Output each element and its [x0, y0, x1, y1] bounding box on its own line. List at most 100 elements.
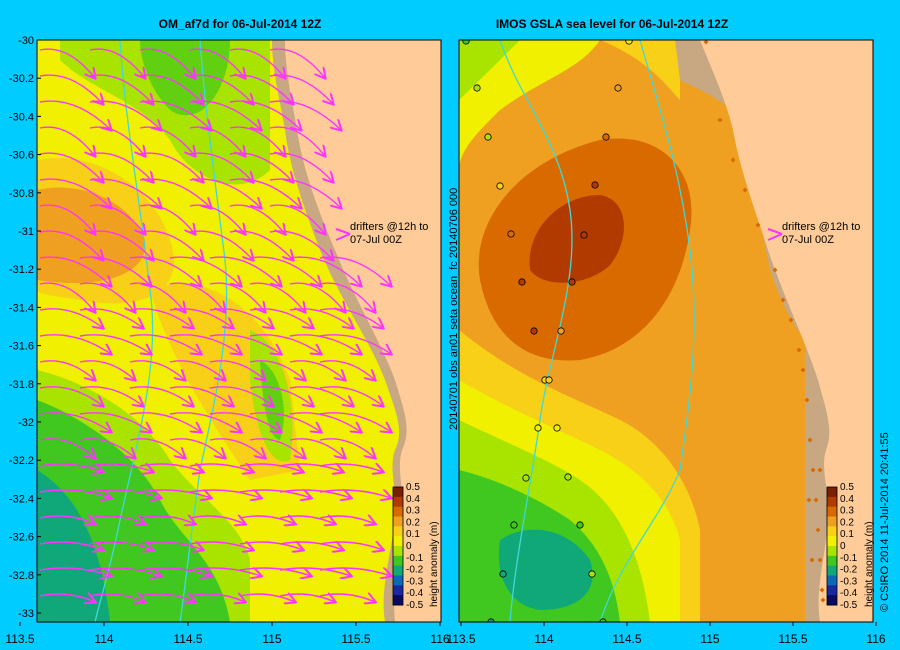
drifter-arrow: [39, 178, 111, 208]
drifter-arrow: [209, 438, 265, 458]
lon-tick-label: 114: [94, 632, 113, 646]
left-colorbar: 0.50.40.30.20.10-0.1-0.2-0.3-0.4-0.5: [392, 482, 424, 611]
drifter-arrow: [289, 308, 353, 328]
drifter-arrow: [39, 360, 95, 380]
colorbar-tick-label: 0.1: [840, 529, 854, 540]
drifter-arrow: [189, 594, 245, 602]
drifter-diamond: [820, 597, 826, 603]
drifter-diamond: [815, 527, 821, 533]
drifter-arrow: [129, 308, 193, 328]
drifter-diamond: [804, 397, 810, 403]
right-drifter-note-line2: 07-Jul 00Z: [782, 234, 834, 246]
drifter-arrow: [169, 438, 225, 458]
colorbar-swatch: [393, 595, 403, 606]
observation-dot: [496, 182, 504, 190]
drifter-diamond: [703, 40, 709, 45]
drifter-arrow: [89, 464, 153, 472]
right-land: [700, 40, 873, 622]
drifter-arrow: [139, 568, 211, 576]
drifter-arrow: [39, 594, 95, 602]
drifter-arrow: [189, 542, 253, 550]
colorbar-swatch: [827, 506, 837, 517]
drifter-diamond: [742, 187, 748, 193]
drifter-arrow: [89, 178, 161, 208]
lon-tick-label: 115.5: [341, 632, 370, 646]
colorbar-swatch: [393, 585, 403, 596]
drifter-arrow: [39, 152, 103, 182]
drifter-diamond: [813, 497, 819, 503]
drifter-arrow: [169, 334, 241, 354]
drifter-arrow: [89, 568, 161, 576]
left-south-negative-core: [37, 470, 110, 622]
drifter-arrow: [269, 126, 325, 156]
drifter-arrow: [39, 126, 95, 156]
drifter-arrow: [139, 204, 195, 234]
drifter-arrow: [89, 594, 145, 602]
drifter-arrow: [239, 464, 303, 472]
drifter-arrow: [249, 386, 313, 406]
lat-tick-label: -32: [18, 417, 34, 429]
drifter-diamond: [810, 467, 816, 473]
right-drifter-note-line1: drifters @12h to: [782, 221, 860, 233]
right-drifter-markers: [703, 40, 826, 603]
drifter-arrow: [279, 568, 351, 576]
drifter-diamond: [817, 557, 823, 563]
drifter-arrow: [79, 282, 135, 312]
right-nw-green: [459, 40, 520, 100]
drifter-arrow: [139, 464, 203, 472]
colorbar-tick-label: -0.4: [406, 588, 424, 599]
colorbar-swatch: [827, 575, 837, 586]
drifter-arrow: [209, 256, 281, 286]
colorbar-swatch: [393, 496, 403, 508]
right-side-label: 20140701 obs an01 seta ocean_fc 20140706…: [448, 188, 460, 430]
lon-tick-label: 114: [534, 632, 553, 646]
drifter-arrow: [79, 438, 135, 458]
drifter-arrow: [89, 230, 153, 260]
right-nw-yellow: [459, 40, 600, 170]
colorbar-swatch: [393, 516, 403, 527]
drifter-arrow: [289, 360, 345, 380]
drifter-arrow: [79, 386, 143, 406]
observation-dot: [462, 40, 470, 45]
drifter-arrow: [229, 48, 285, 78]
drifter-arrow: [269, 152, 333, 182]
drifter-arrow: [319, 464, 383, 472]
drifter-arrow: [269, 100, 341, 130]
drifter-arrow: [139, 594, 195, 602]
drifter-arrow: [289, 386, 353, 406]
drifter-arrow: [239, 490, 311, 498]
drifter-arrow: [89, 542, 153, 550]
drifter-arrow: [249, 360, 305, 380]
right-isobath-deep: [499, 40, 573, 622]
observation-dot: [545, 376, 553, 384]
drifter-arrow: [319, 568, 391, 576]
drifter-arrow: [189, 490, 261, 498]
drifter-arrow: [39, 74, 103, 104]
observation-dot: [602, 133, 610, 141]
right-isobath-shelf: [599, 40, 695, 622]
drifter-arrow: [229, 204, 285, 234]
left-colorbar-label: height anomaly (m): [429, 521, 440, 607]
drifter-arrow: [249, 438, 305, 458]
colorbar-swatch: [393, 575, 403, 586]
drifter-arrow: [249, 412, 321, 432]
lat-tick-label: -31.2: [9, 264, 34, 276]
drifter-arrow: [289, 282, 345, 312]
drifter-arrow: [139, 48, 195, 78]
drifter-arrow: [269, 204, 325, 234]
colorbar-tick-label: 0.1: [406, 529, 420, 540]
credit-text: © CSIRO 2014 11-Jul-2014 20:41:55: [879, 432, 891, 612]
colorbar-swatch: [827, 526, 837, 537]
drifter-diamond: [772, 267, 778, 273]
drifter-arrow: [139, 230, 203, 260]
drifter-arrow: [89, 74, 153, 104]
colorbar-tick-label: -0.2: [406, 565, 424, 576]
drifter-arrow: [209, 282, 265, 312]
right-map: IMOS GSLA sea level for 06-Jul-2014 12Z …: [446, 17, 891, 646]
colorbar-swatch: [827, 516, 837, 527]
colorbar-swatch: [393, 546, 403, 557]
drifter-arrow: [279, 542, 343, 550]
drifter-arrow: [209, 360, 265, 380]
drifter-arrow: [39, 386, 103, 406]
drifter-arrow: [239, 568, 311, 576]
